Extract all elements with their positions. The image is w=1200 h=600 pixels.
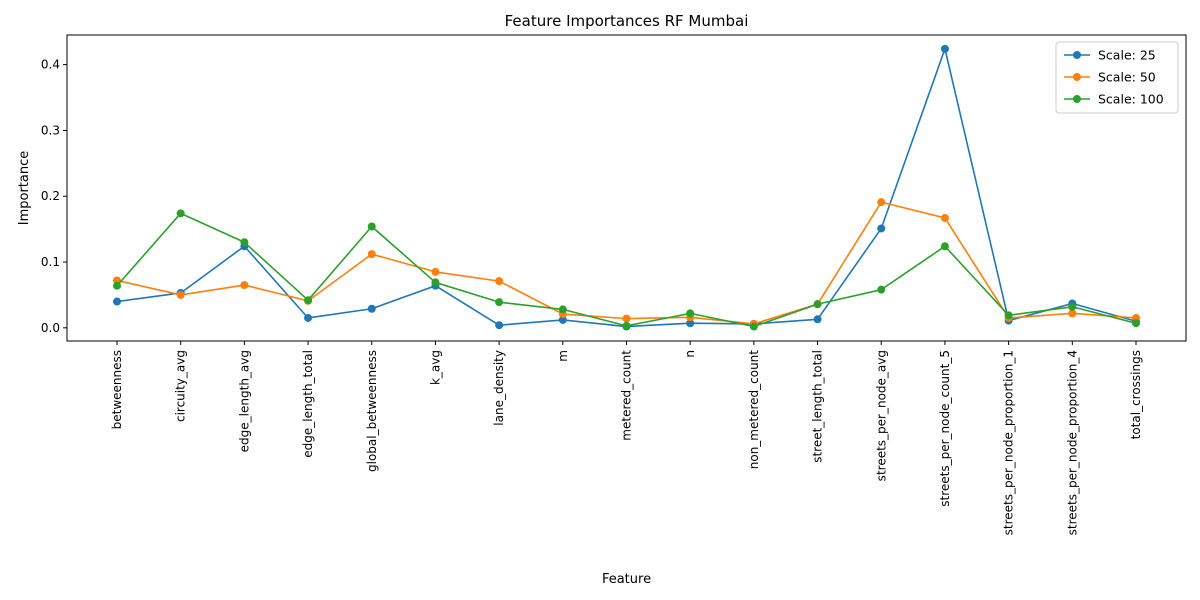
x-tick-label: street_length_total <box>811 350 825 463</box>
data-point <box>558 305 567 314</box>
x-tick-label: lane_density <box>492 350 506 426</box>
x-tick-label: non_metered_count <box>747 350 761 470</box>
y-tick-label: 0.1 <box>41 255 60 269</box>
data-point <box>813 300 822 309</box>
x-tick-label: total_crossings <box>1129 350 1143 439</box>
series-1 <box>113 44 1140 331</box>
legend-label: Scale: 50 <box>1098 70 1156 85</box>
legend-label: Scale: 25 <box>1098 48 1156 63</box>
plot-frame <box>66 34 1187 342</box>
data-point <box>622 314 631 323</box>
data-point <box>1132 319 1140 328</box>
data-point <box>940 242 949 251</box>
x-tick-label: betweenness <box>110 350 124 429</box>
x-tick-label: streets_per_node_avg <box>874 350 888 481</box>
y-tick-label: 0.3 <box>41 123 60 137</box>
x-tick-label: k_avg <box>428 350 442 385</box>
legend-swatch-marker <box>1073 51 1081 59</box>
legend-label: Scale: 100 <box>1098 92 1164 107</box>
data-point <box>367 304 376 313</box>
legend-swatch-marker <box>1073 73 1081 81</box>
data-point <box>367 250 376 259</box>
series-line <box>116 48 1137 328</box>
x-tick-label: circuity_avg <box>174 350 188 422</box>
x-tick-label: global_betweenness <box>365 350 379 472</box>
data-point <box>1068 302 1077 311</box>
data-point <box>176 290 185 299</box>
x-tick-label: streets_per_node_count_5 <box>938 350 952 507</box>
data-point <box>431 278 440 287</box>
plot-area: 0.0 0.1 0.2 0.3 0.4 betweenness circuity_avg ed… <box>41 34 1187 535</box>
series-line <box>116 212 1137 328</box>
data-point <box>877 198 886 207</box>
data-point <box>877 224 886 233</box>
data-point <box>113 281 121 290</box>
x-tick-label: streets_per_node_proportion_4 <box>1065 350 1079 535</box>
data-point <box>940 44 949 53</box>
data-point <box>749 322 758 331</box>
x-tick-label: m <box>556 350 570 362</box>
chart-title: Feature Importances RF Mumbai <box>505 12 749 30</box>
data-point <box>304 313 313 322</box>
series-3 <box>113 209 1140 331</box>
x-tick-label: metered_count <box>620 350 634 441</box>
data-point <box>1004 311 1013 320</box>
data-point <box>558 315 567 324</box>
data-point <box>431 267 440 276</box>
data-point <box>113 297 121 306</box>
y-tick-label: 0.2 <box>41 189 60 203</box>
y-axis-label: Importance <box>17 151 32 226</box>
data-point <box>686 319 695 328</box>
x-tick-label: edge_length_avg <box>237 350 251 452</box>
data-point <box>495 298 504 307</box>
data-point <box>240 238 249 247</box>
y-tick-label: 0.4 <box>41 58 60 72</box>
data-point <box>622 321 631 330</box>
data-point <box>686 309 695 318</box>
series-line <box>116 201 1137 325</box>
data-point <box>304 296 313 305</box>
data-point <box>1068 309 1077 318</box>
legend-swatch-marker <box>1073 95 1081 103</box>
data-point <box>813 315 822 324</box>
data-point <box>240 281 249 290</box>
x-tick-label: streets_per_node_proportion_1 <box>1002 350 1016 535</box>
x-tick-label: n <box>683 350 697 358</box>
y-tick-label: 0.0 <box>41 321 60 335</box>
data-point <box>367 222 376 231</box>
data-point <box>495 321 504 330</box>
x-tick-label: edge_length_total <box>301 350 315 458</box>
data-point <box>176 209 185 218</box>
data-point <box>877 285 886 294</box>
legend-box <box>1055 41 1179 114</box>
legend: Scale: 25 Scale: 50 Scale: 100 <box>1055 41 1179 114</box>
data-point <box>940 213 949 222</box>
data-point <box>495 277 504 286</box>
x-axis-label: Feature <box>602 572 651 587</box>
